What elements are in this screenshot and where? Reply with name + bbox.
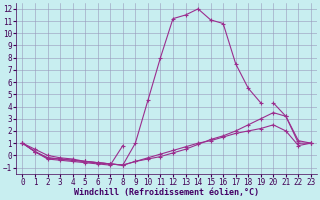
X-axis label: Windchill (Refroidissement éolien,°C): Windchill (Refroidissement éolien,°C) — [74, 188, 259, 197]
